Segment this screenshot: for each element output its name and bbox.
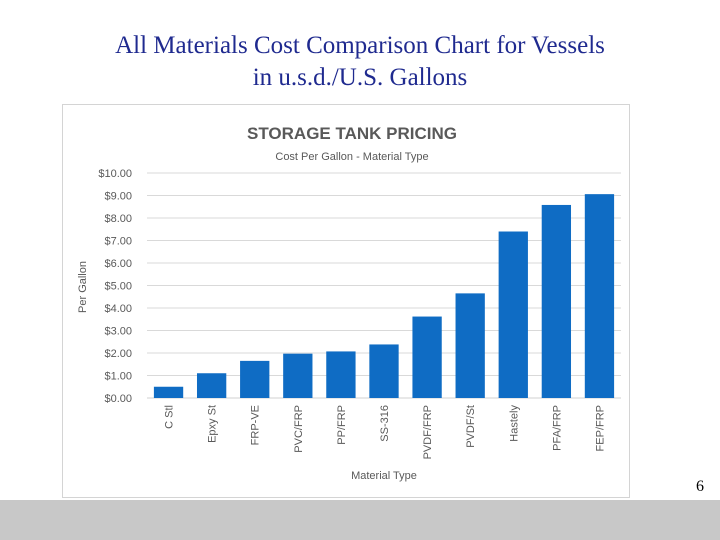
x-tick-label: PVC/FRP xyxy=(293,405,305,453)
chart-subtitle: Cost Per Gallon - Material Type xyxy=(275,151,428,163)
bar xyxy=(412,316,442,398)
bar xyxy=(541,204,572,398)
x-tick-label: PVDF/St xyxy=(465,405,477,448)
y-tick-label: $7.00 xyxy=(104,236,132,248)
x-tick-label: C Stl xyxy=(164,405,176,429)
y-tick-labels: $0.00 $1.00 $2.00 $3.00 $4.00 $5.00 $6.00 $7.00… xyxy=(98,168,132,405)
footer-bar xyxy=(0,500,720,540)
x-tick-label: SS-316 xyxy=(379,405,391,442)
y-tick-label: $9.00 xyxy=(104,191,132,203)
bar xyxy=(240,360,270,398)
y-tick-label: $10.00 xyxy=(98,168,132,180)
y-tick-label: $4.00 xyxy=(104,303,132,315)
x-tick-label: FRP-VE xyxy=(250,405,262,445)
y-tick-label: $3.00 xyxy=(104,326,132,338)
y-tick-label: $2.00 xyxy=(104,348,132,360)
x-axis-label: Material Type xyxy=(351,470,417,482)
y-axis-label: Per Gallon xyxy=(77,261,89,313)
page-number: 6 xyxy=(696,478,704,495)
x-tick-label: FEP/FRP xyxy=(594,405,606,451)
slide-title-line-1: All Materials Cost Comparison Chart for … xyxy=(115,32,605,59)
y-tick-label: $6.00 xyxy=(104,258,132,270)
x-tick-label: PVDF/FRP xyxy=(422,405,434,459)
y-tick-label: $1.00 xyxy=(104,371,132,383)
bar xyxy=(153,386,184,398)
bar xyxy=(498,231,528,398)
bar xyxy=(369,344,399,398)
bar xyxy=(326,351,356,398)
chart-frame: STORAGE TANK PRICING Cost Per Gallon - M… xyxy=(62,104,630,498)
bar xyxy=(455,293,485,398)
chart-title: STORAGE TANK PRICING xyxy=(247,124,457,143)
y-tick-label: $5.00 xyxy=(104,281,132,293)
slide-title-line-2: in u.s.d./U.S. Gallons xyxy=(252,64,468,91)
x-tick-label: Hastely xyxy=(508,405,520,442)
bar xyxy=(196,373,227,398)
bar xyxy=(283,353,313,398)
x-tick-label: Epxy St xyxy=(207,405,219,443)
y-tick-label: $8.00 xyxy=(104,213,132,225)
x-tick-label: PFA/FRP xyxy=(551,405,563,451)
bar-chart: STORAGE TANK PRICING Cost Per Gallon - M… xyxy=(77,124,621,482)
y-tick-label: $0.00 xyxy=(104,393,132,405)
bar xyxy=(584,194,615,398)
bars xyxy=(153,194,615,398)
slide-title: All Materials Cost Comparison Chart for … xyxy=(0,30,720,94)
x-tick-labels: C Stl Epxy St FRP-VE PVC/FRP PP/FRP SS-316 PVD… xyxy=(164,405,607,460)
x-tick-label: PP/FRP xyxy=(336,405,348,445)
